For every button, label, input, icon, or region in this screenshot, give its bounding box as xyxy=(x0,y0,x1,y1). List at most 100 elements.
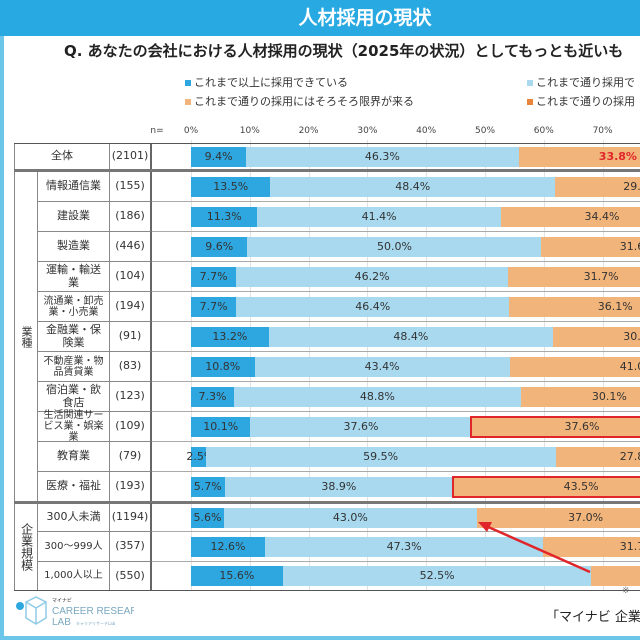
row-separator xyxy=(152,291,640,292)
row-separator xyxy=(152,321,640,322)
bar-segment-3 xyxy=(476,507,640,528)
bar-segment-1 xyxy=(191,477,225,497)
bar-label: 7.7% xyxy=(199,270,228,283)
bar-label: 31.6 xyxy=(619,240,640,253)
bar-segment-1 xyxy=(191,417,251,437)
career-research-lab-logo: マイナビ CAREER RESEARCH LAB キャリアリサーチLab xyxy=(14,594,152,634)
row-label: 運輸・輸送業 xyxy=(38,262,110,292)
bar-segment-3 xyxy=(543,536,640,557)
row-label: 300～999人 xyxy=(38,532,110,562)
n-label: n= xyxy=(150,126,164,136)
page-title: 人材採用の現状 xyxy=(0,0,640,36)
bar-label: 5.6% xyxy=(193,510,222,524)
axis-tick-label: 0% xyxy=(183,126,199,136)
row-n: (109) xyxy=(110,412,152,442)
row-label: 情報通信業 xyxy=(38,172,110,202)
axis-tick-label: 20% xyxy=(298,126,319,136)
bar-segment-2 xyxy=(233,387,521,407)
row-n: (123) xyxy=(110,382,152,412)
row-n: (186) xyxy=(110,202,152,232)
bar-segment-1 xyxy=(191,237,248,257)
bar-segment-2 xyxy=(236,297,510,317)
bar-label: 30. xyxy=(623,330,640,343)
bar-label: 46.3% xyxy=(364,150,400,163)
bar-segment-3 xyxy=(500,207,640,227)
legend-item-4: これまで通りの採用 xyxy=(527,93,635,109)
table-bottom-border xyxy=(14,590,640,591)
group-separator xyxy=(14,169,152,172)
bar-segment-1 xyxy=(191,447,206,467)
bar-segment-3 xyxy=(520,387,640,407)
highlight-box xyxy=(452,476,640,498)
bar-segment-2 xyxy=(250,417,472,437)
bar-label: 31.7 xyxy=(619,539,640,553)
bar-label: 34.4% xyxy=(584,210,620,223)
row-separator xyxy=(152,261,640,262)
legend-item-2: これまで通り採用で xyxy=(527,74,635,90)
row-n: (91) xyxy=(110,322,152,352)
bar-label: 59.5% xyxy=(363,450,399,463)
question-text: Q. あなたの会社における人材採用の現状（2025年の状況）としてもっとも近いも xyxy=(64,42,624,60)
bar-label: 52.5% xyxy=(419,569,455,583)
row-label: 建設業 xyxy=(38,202,110,232)
bar-label: 30.1% xyxy=(591,390,627,403)
bar-label: 13.5% xyxy=(213,180,249,193)
bar-label: 15.6% xyxy=(219,569,255,583)
bar-label: 37.6% xyxy=(564,420,600,433)
bar-label: 37.6% xyxy=(343,420,379,433)
row-n: (1194) xyxy=(110,503,152,533)
legend-item-3: これまで通りの採用にはそろそろ限界が来る xyxy=(185,93,414,109)
bar-segment-2 xyxy=(282,566,592,587)
row-separator xyxy=(152,351,640,352)
bar-label: 43.4% xyxy=(364,360,400,373)
bar-segment-3 xyxy=(591,566,640,587)
bar-segment-2 xyxy=(236,267,508,287)
row-separator xyxy=(152,441,640,442)
axis-tick-label: 50% xyxy=(474,126,496,136)
bar-segment-1 xyxy=(191,147,247,167)
bar-label: 43.0% xyxy=(332,510,368,524)
row-n: (155) xyxy=(110,172,152,202)
bar-label: 31.7% xyxy=(583,270,619,283)
row-label: 金融業・保険業 xyxy=(38,322,110,352)
source-note: 「マイナビ 企業 xyxy=(546,610,640,625)
bar-label: 50.0% xyxy=(376,240,412,253)
bar-label: 29. xyxy=(623,180,640,193)
row-separator xyxy=(152,231,640,232)
bar-segment-1 xyxy=(191,507,224,528)
axis-tick-label: 70% xyxy=(592,126,613,136)
row-n: (194) xyxy=(110,292,152,322)
bar-segment-3 xyxy=(555,447,640,467)
axis-tick-label: 30% xyxy=(357,126,378,136)
row-label: 流通業・卸売業・小売業 xyxy=(38,292,110,322)
bar-segment-3 xyxy=(471,417,640,437)
bar-label: 13.2% xyxy=(212,330,248,343)
bar-segment-2 xyxy=(247,237,542,257)
bar-segment-2 xyxy=(268,327,554,347)
row-label: 生活関連サービス業・娯楽業 xyxy=(38,410,110,443)
row-label: 不動産業・物品賃貸業 xyxy=(38,352,110,382)
bar-label: 10.8% xyxy=(205,360,241,373)
bar-label: 48.4% xyxy=(393,330,429,343)
axis-tick-label: 40% xyxy=(416,126,437,136)
table-top-border xyxy=(14,143,640,144)
bar-segment-2 xyxy=(254,357,510,377)
bar-segment-3 xyxy=(509,297,640,317)
bar-label: 27.8 xyxy=(619,450,640,463)
bar-segment-3 xyxy=(518,147,640,167)
row-label: 300人未満 xyxy=(38,503,110,533)
bar-label: 38.9% xyxy=(321,480,357,493)
bar-label: 7.3% xyxy=(198,390,227,403)
bar-segment-1 xyxy=(191,297,237,317)
row-separator xyxy=(152,560,640,562)
bar-label: 9.4% xyxy=(204,150,233,163)
bar-segment-1 xyxy=(191,566,283,587)
bar-label: 33.8% xyxy=(598,150,637,163)
bar-segment-2 xyxy=(205,447,556,467)
legend-item-1: これまで以上に採用できている xyxy=(185,74,348,90)
bar-segment-1 xyxy=(191,207,258,227)
row-n: (79) xyxy=(110,442,152,472)
axis-tick-label: 10% xyxy=(239,126,260,136)
row-label: 宿泊業・飲食店 xyxy=(38,382,110,412)
bar-segment-2 xyxy=(246,147,519,167)
